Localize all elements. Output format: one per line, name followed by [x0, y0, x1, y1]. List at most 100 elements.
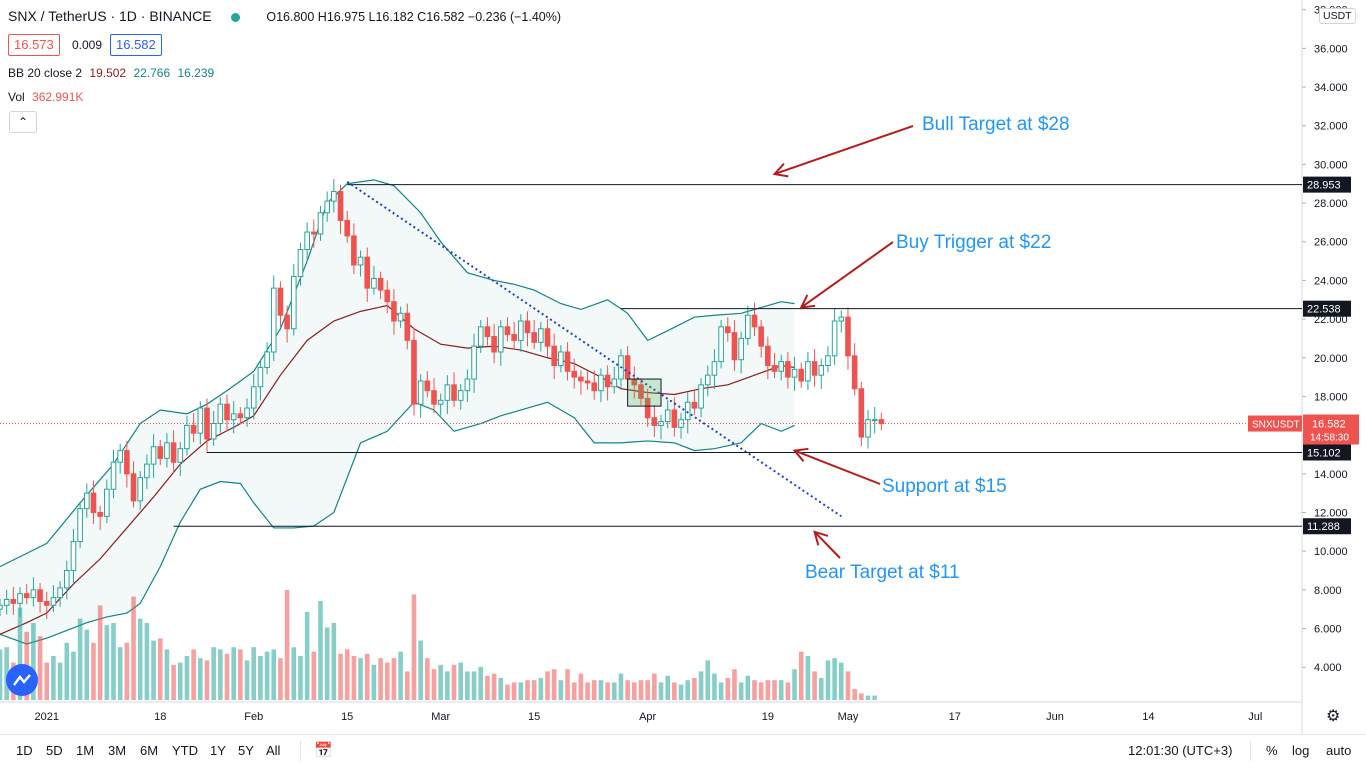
volume-bar	[17, 607, 23, 700]
volume-bar	[44, 662, 50, 700]
date-range-icon[interactable]: 📅	[314, 742, 333, 759]
chevron-up-icon: ⌃	[17, 115, 29, 129]
volume-bar	[318, 601, 323, 700]
auto-scale-toggle[interactable]: auto	[1326, 743, 1352, 758]
volume-bar	[131, 596, 136, 700]
y-tick-label: 36.000	[1314, 43, 1348, 55]
volume-bar	[571, 682, 577, 700]
spread-value: 0.009	[72, 38, 103, 52]
volume-bar	[84, 629, 90, 700]
timeframe-1d-button[interactable]: 1D	[16, 743, 33, 758]
candle-body	[391, 301, 397, 322]
timeframe-ytd-button[interactable]: YTD	[172, 743, 198, 758]
volume-bar	[518, 682, 524, 700]
volume-bar	[792, 669, 797, 700]
bid-price-button[interactable]: 16.573	[8, 34, 60, 56]
settings-gear-icon[interactable]: ⚙	[1326, 708, 1341, 725]
volume-bar	[324, 627, 330, 700]
volume-bar	[872, 695, 877, 700]
volume-bar	[585, 682, 590, 700]
candle-body	[444, 384, 451, 401]
timeframe-1y-button[interactable]: 1Y	[210, 743, 226, 758]
volume-bar	[151, 640, 156, 700]
candle-body	[624, 355, 631, 380]
tradingview-logo[interactable]	[6, 664, 38, 696]
candle-body	[97, 511, 103, 517]
candle-body	[711, 361, 718, 376]
chart-annotation: Bull Target at $28	[922, 114, 1070, 135]
volume-bar	[538, 678, 544, 700]
currency-badge[interactable]: USDT	[1319, 8, 1356, 24]
level-label-bg	[1303, 518, 1351, 535]
volume-bar	[485, 675, 490, 700]
volume-bar	[745, 675, 751, 700]
candle-body	[591, 382, 598, 392]
candle-body	[144, 463, 150, 479]
volume-bar	[137, 618, 143, 700]
volume-bar	[311, 651, 317, 700]
volume-bar	[0, 649, 3, 700]
candle-body	[731, 332, 738, 361]
log-scale-toggle[interactable]: log	[1292, 743, 1310, 758]
volume-bar	[411, 594, 417, 700]
candle-body	[831, 320, 838, 357]
volume-bar	[778, 680, 784, 700]
candle-body	[164, 442, 170, 459]
clock-readout[interactable]: 12:01:30 (UTC+3)	[1128, 743, 1233, 758]
chart-legend: SNX / TetherUS · 1D · BINANCE O16.800 H1…	[8, 8, 561, 24]
timeframe-5y-button[interactable]: 5Y	[238, 743, 254, 758]
bb-legend[interactable]: BB 20 close 2 19.502 22.766 16.239	[8, 66, 214, 80]
candle-body	[277, 287, 284, 316]
x-tick-label: 15	[528, 711, 540, 723]
candle-body	[63, 569, 70, 589]
candle-body	[658, 421, 664, 426]
y-tick-label: 8.000	[1314, 585, 1342, 597]
candle-body	[838, 316, 845, 322]
candle-body	[204, 407, 210, 440]
timeframe-5d-button[interactable]: 5D	[46, 743, 63, 758]
x-tick-label: May	[838, 711, 859, 723]
volume-bar	[251, 647, 257, 700]
ask-price-button[interactable]: 16.582	[110, 34, 162, 56]
candle-body	[638, 384, 644, 399]
y-tick-label: 18.000	[1314, 391, 1348, 403]
volume-bar	[738, 682, 744, 700]
collapse-legend-button[interactable]: ⌃	[9, 111, 37, 133]
bar-countdown: 14:58:30	[1310, 433, 1349, 444]
percent-scale-toggle[interactable]: %	[1266, 743, 1278, 758]
volume-bar	[358, 658, 363, 700]
volume-bar	[37, 636, 43, 700]
volume-bar	[838, 662, 844, 700]
candle-body	[811, 361, 818, 376]
candle-body	[244, 407, 250, 419]
timeframe-6m-button[interactable]: 6M	[140, 743, 159, 758]
volume-bar	[351, 656, 357, 700]
timeframe-all-button[interactable]: All	[266, 743, 281, 758]
y-tick-label: 32.000	[1314, 121, 1348, 133]
volume-bar	[278, 658, 283, 700]
volume-legend[interactable]: Vol 362.991K	[8, 90, 83, 104]
volume-bar	[658, 682, 664, 700]
volume-bar	[678, 684, 684, 700]
y-tick-label: 24.000	[1314, 275, 1348, 287]
level-label: 11.288	[1307, 521, 1340, 533]
symbol-title[interactable]: SNX / TetherUS · 1D · BINANCE	[8, 8, 212, 24]
candle-body	[511, 334, 517, 341]
bollinger-upper-line	[0, 179, 795, 568]
candle-body	[691, 401, 698, 409]
volume-bar	[491, 673, 497, 700]
volume-bar	[705, 660, 711, 700]
volume-bar	[725, 678, 731, 700]
candle-body	[124, 450, 130, 475]
volume-bar	[51, 656, 56, 700]
volume-bar	[404, 671, 410, 700]
candle-body	[825, 355, 831, 367]
candle-body	[357, 256, 364, 266]
candle-body	[671, 409, 678, 428]
volume-bar	[598, 680, 604, 700]
volume-bar	[271, 649, 277, 700]
candle-body	[297, 248, 304, 278]
timeframe-1m-button[interactable]: 1M	[76, 743, 95, 758]
timeframe-3m-button[interactable]: 3M	[108, 743, 127, 758]
